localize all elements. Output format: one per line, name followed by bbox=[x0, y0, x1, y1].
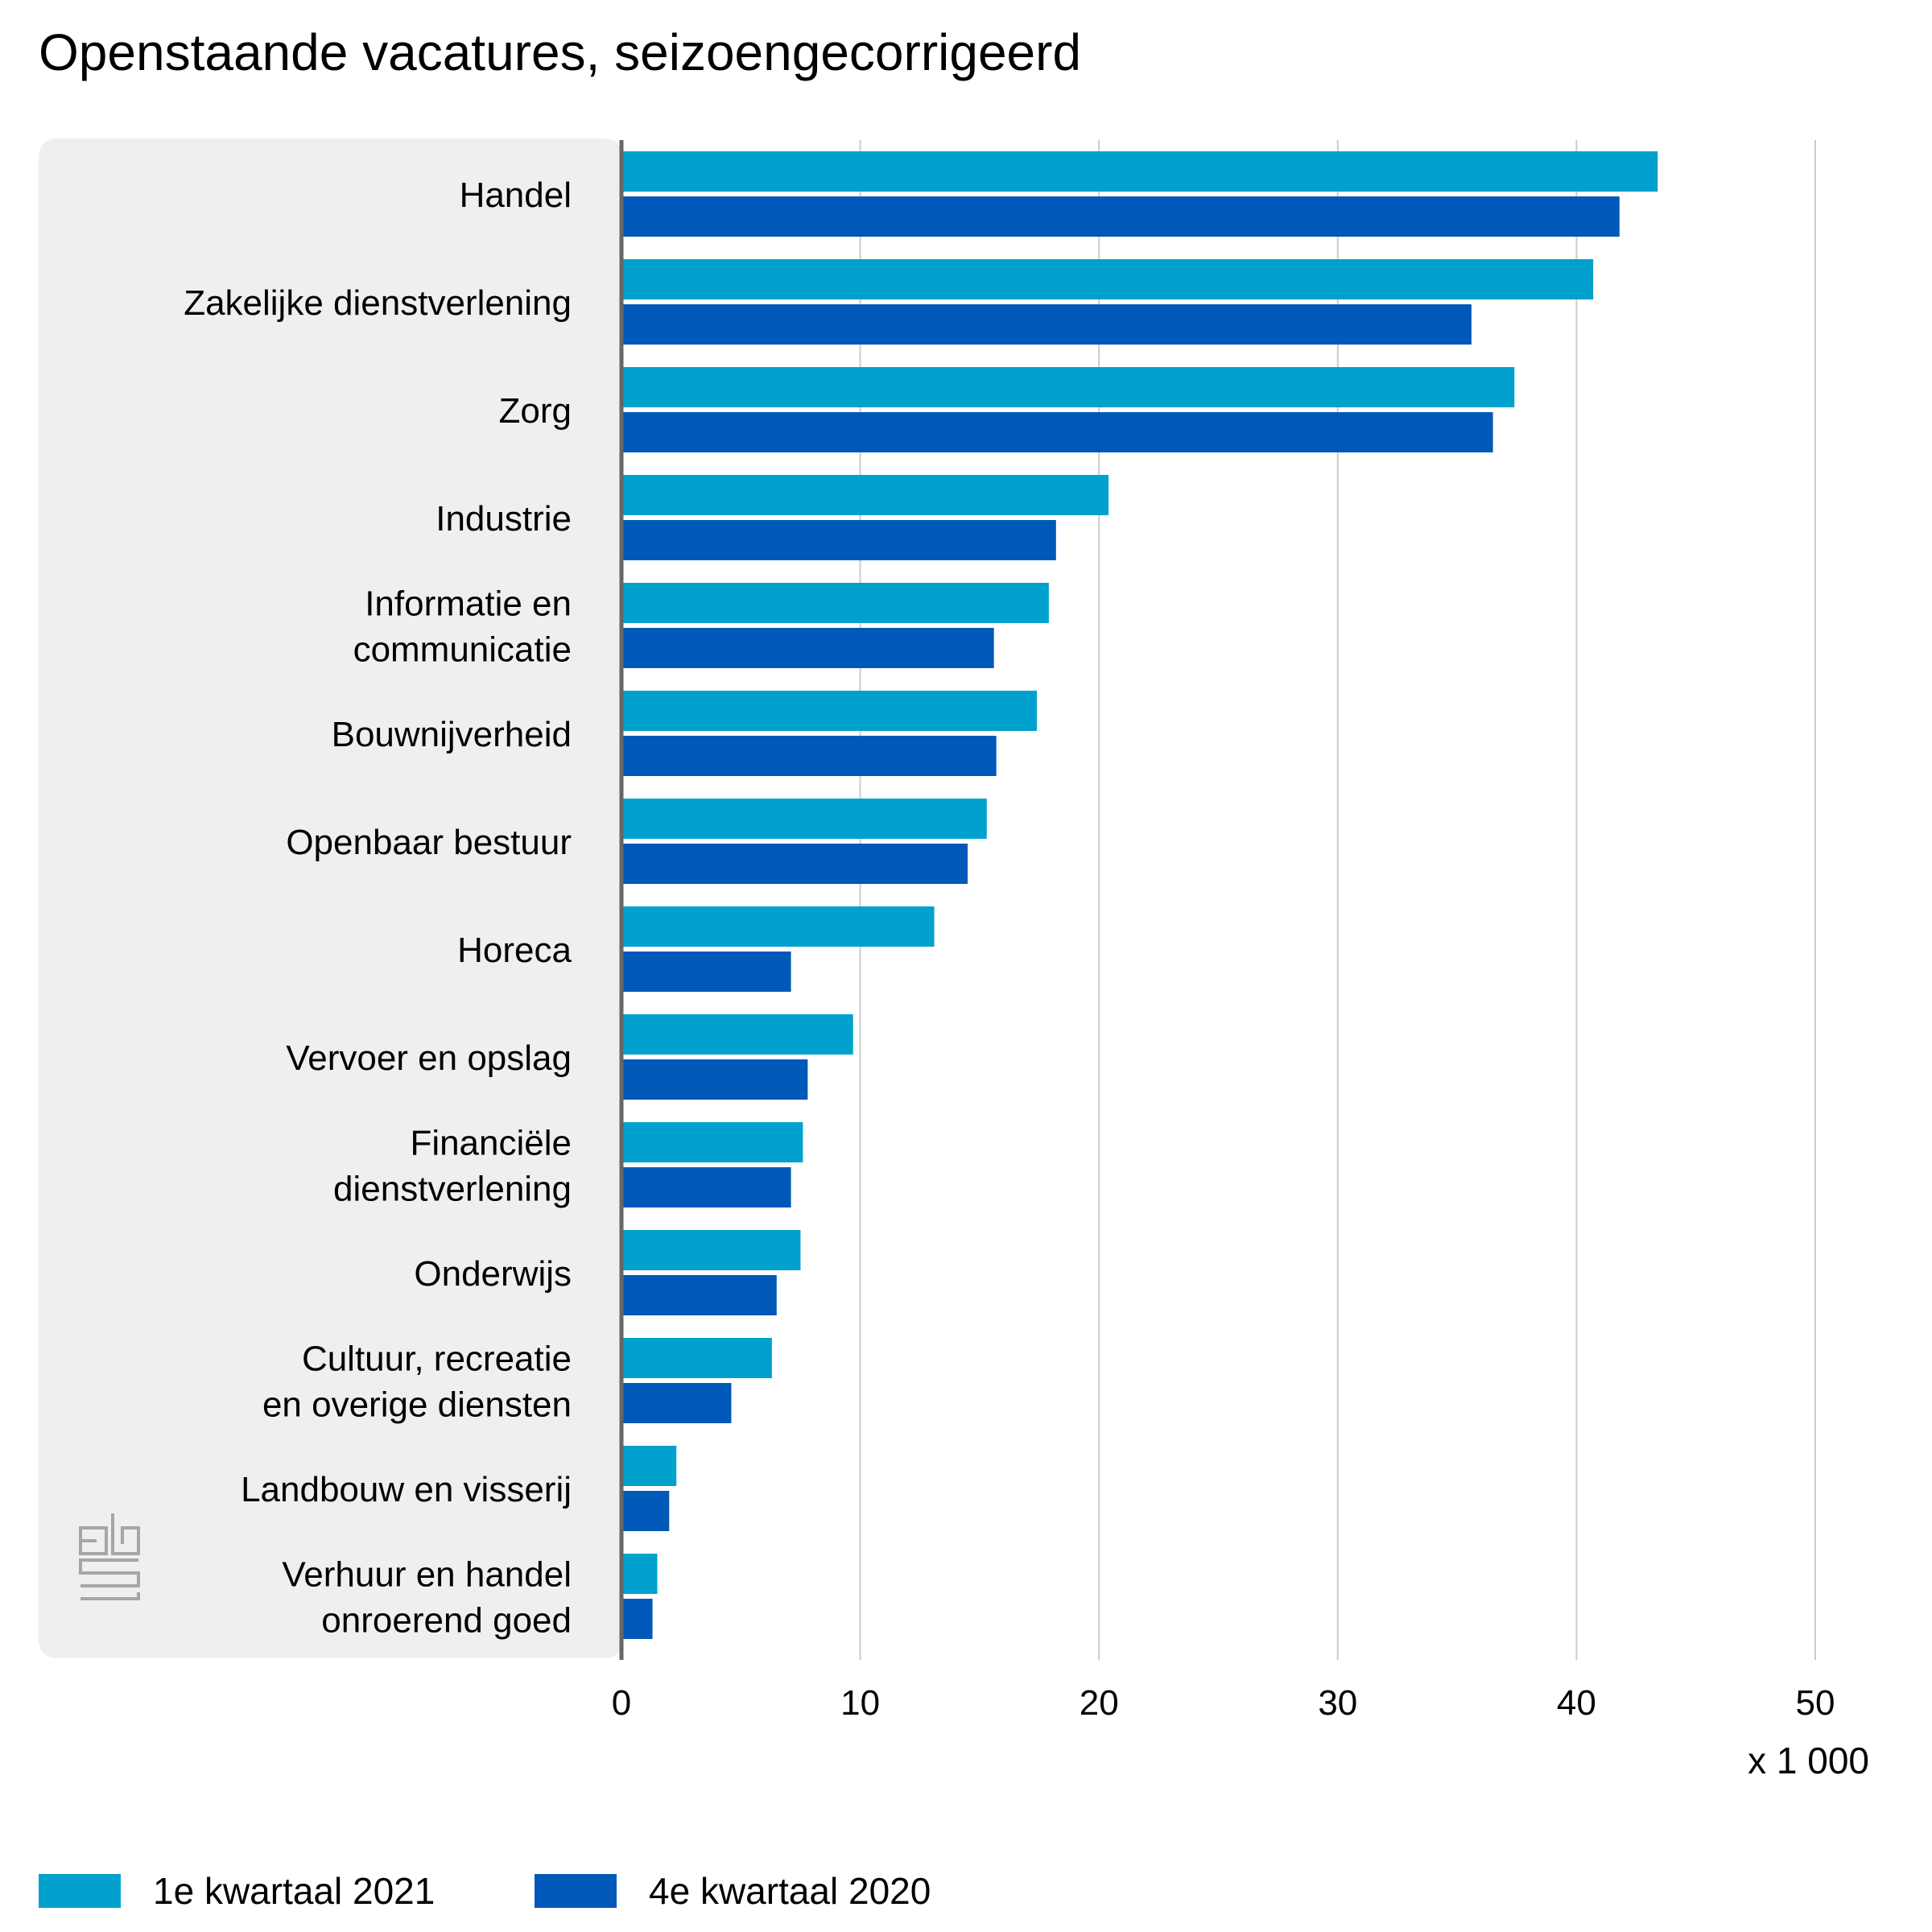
category-label: Handel bbox=[460, 175, 572, 215]
bar[interactable]: Zorg — 1e kwartaal 2021: 37.4 bbox=[621, 367, 1515, 407]
category-label: Verhuur en handel bbox=[282, 1555, 572, 1595]
legend-swatch bbox=[39, 1874, 121, 1908]
category-label: Cultuur, recreatie bbox=[302, 1340, 572, 1379]
label-panel bbox=[39, 138, 623, 1658]
bar[interactable]: Informatie en communicatie — 4e kwartaal… bbox=[621, 628, 994, 668]
bar[interactable]: Zakelijke dienstverlening — 4e kwartaal … bbox=[621, 304, 1472, 345]
category-label: Industrie bbox=[436, 499, 572, 539]
bar[interactable]: Bouwnijverheid — 1e kwartaal 2021: 17.4 bbox=[621, 691, 1038, 731]
bar[interactable]: Horeca — 1e kwartaal 2021: 13.1 bbox=[621, 906, 935, 947]
cbs-logo bbox=[77, 1510, 142, 1611]
x-tick-label: 20 bbox=[1080, 1683, 1119, 1723]
bar[interactable]: Verhuur en handel onroerend goed — 4e kw… bbox=[621, 1599, 653, 1639]
bar[interactable]: Industrie — 4e kwartaal 2020: 18.2 bbox=[621, 520, 1056, 560]
x-tick-label: 40 bbox=[1557, 1683, 1596, 1723]
category-label: dienstverlening bbox=[333, 1170, 572, 1209]
category-label: Onderwijs bbox=[414, 1254, 572, 1294]
bar[interactable]: Cultuur, recreatie en overige diensten —… bbox=[621, 1383, 732, 1423]
bar[interactable]: Industrie — 1e kwartaal 2021: 20.4 bbox=[621, 475, 1109, 515]
category-label: Vervoer en opslag bbox=[286, 1038, 572, 1078]
category-label: Financiële bbox=[410, 1124, 572, 1163]
axis-unit-label: x 1 000 bbox=[1748, 1740, 1869, 1781]
bar[interactable]: Landbouw en visserij — 4e kwartaal 2020:… bbox=[621, 1491, 670, 1531]
category-label: Horeca bbox=[457, 931, 572, 970]
bar[interactable]: Bouwnijverheid — 4e kwartaal 2020: 15.7 bbox=[621, 736, 997, 776]
legend-item-1e-kwartaal-2021[interactable]: 1e kwartaal 2021 bbox=[39, 1869, 435, 1913]
bar[interactable]: Zakelijke dienstverlening — 1e kwartaal … bbox=[621, 259, 1594, 299]
bar[interactable]: Handel — 4e kwartaal 2020: 41.8 bbox=[621, 196, 1620, 237]
x-tick-labels: 0 10 20 30 40 50 bbox=[612, 1683, 1835, 1723]
bar[interactable]: Verhuur en handel onroerend goed — 1e kw… bbox=[621, 1554, 658, 1594]
legend-swatch bbox=[535, 1874, 617, 1908]
category-label: Zakelijke dienstverlening bbox=[184, 283, 572, 323]
bar[interactable]: Vervoer en opslag — 1e kwartaal 2021: 9.… bbox=[621, 1014, 853, 1055]
category-labels: Handel Zakelijke dienstverlening Zorg Indus… bbox=[184, 175, 572, 1641]
category-label: Landbouw en visserij bbox=[241, 1470, 572, 1509]
chart-title: Openstaande vacatures, seizoengecorrigee… bbox=[39, 23, 1082, 81]
category-label: onroerend goed bbox=[321, 1601, 572, 1641]
legend-label: 4e kwartaal 2020 bbox=[649, 1870, 931, 1912]
x-tick-label: 50 bbox=[1796, 1683, 1835, 1723]
category-label: communicatie bbox=[353, 630, 572, 670]
x-tick-label: 0 bbox=[612, 1683, 631, 1723]
bar[interactable]: Openbaar bestuur — 4e kwartaal 2020: 14.… bbox=[621, 844, 968, 884]
bar[interactable]: Informatie en communicatie — 1e kwartaal… bbox=[621, 583, 1049, 623]
bar[interactable]: Openbaar bestuur — 1e kwartaal 2021: 15.… bbox=[621, 799, 987, 839]
bar[interactable]: Horeca — 4e kwartaal 2020: 7.1 bbox=[621, 952, 791, 992]
bar[interactable]: Onderwijs — 1e kwartaal 2021: 7.5 bbox=[621, 1230, 801, 1270]
bar[interactable]: Landbouw en visserij — 1e kwartaal 2021:… bbox=[621, 1446, 677, 1486]
legend-item-4e-kwartaal-2020[interactable]: 4e kwartaal 2020 bbox=[535, 1869, 931, 1913]
bar[interactable]: Financiële dienstverlening — 1e kwartaal… bbox=[621, 1122, 803, 1162]
category-label: Openbaar bestuur bbox=[286, 823, 572, 862]
bar[interactable]: Handel — 1e kwartaal 2021: 43.4 bbox=[621, 151, 1658, 192]
legend-label: 1e kwartaal 2021 bbox=[153, 1870, 436, 1912]
bar[interactable]: Financiële dienstverlening — 4e kwartaal… bbox=[621, 1167, 791, 1208]
category-label: Bouwnijverheid bbox=[332, 715, 572, 754]
category-label: Zorg bbox=[499, 391, 572, 431]
bar[interactable]: Cultuur, recreatie en overige diensten —… bbox=[621, 1338, 772, 1378]
bar[interactable]: Onderwijs — 4e kwartaal 2020: 6.5 bbox=[621, 1275, 777, 1315]
bars: Handel — 1e kwartaal 2021: 43.4Handel — … bbox=[621, 151, 1658, 1639]
bar[interactable]: Zorg — 4e kwartaal 2020: 36.5 bbox=[621, 412, 1493, 452]
category-label: Informatie en bbox=[365, 584, 572, 624]
x-tick-label: 10 bbox=[840, 1683, 880, 1723]
bar[interactable]: Vervoer en opslag — 4e kwartaal 2020: 7.… bbox=[621, 1059, 808, 1100]
x-tick-label: 30 bbox=[1318, 1683, 1357, 1723]
category-label: en overige diensten bbox=[262, 1385, 572, 1425]
